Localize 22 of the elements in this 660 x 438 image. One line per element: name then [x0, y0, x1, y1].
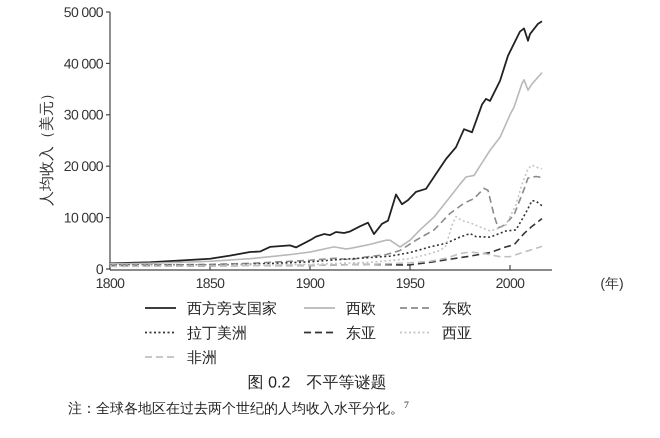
x-tick-label: 1800 [96, 274, 126, 291]
legend-label: 非洲 [187, 349, 217, 366]
x-tick-label: 1900 [296, 274, 326, 291]
y-tick-label: 10 000 [64, 210, 104, 226]
legend-label: 西欧 [346, 300, 376, 318]
y-tick-label: 20 000 [64, 158, 104, 174]
y-axis-title: 人均收入（美元） [38, 86, 56, 206]
y-tick-label: 50 000 [64, 4, 104, 20]
legend-label: 东亚 [346, 324, 376, 342]
y-tick-label: 0 [96, 260, 104, 277]
y-tick-label: 40 000 [64, 55, 104, 72]
legend-label: 东欧 [442, 300, 472, 318]
x-tick-label: 1950 [396, 274, 426, 291]
legend-label: 西亚 [442, 324, 472, 342]
y-tick-label: 30 000 [64, 106, 104, 123]
text: 图 0.2 不平等谜题 [248, 374, 386, 392]
x-axis-title: (年) [600, 274, 624, 291]
text: 注：全球各地区在过去两个世纪的人均收入水平分化。$^{7}$ [68, 399, 409, 417]
legend-label: 拉丁美洲 [187, 324, 247, 342]
x-tick-label: 2000 [496, 274, 526, 291]
legend-label: 西方旁支国家 [187, 300, 277, 318]
x-tick-label: 1850 [196, 274, 226, 291]
